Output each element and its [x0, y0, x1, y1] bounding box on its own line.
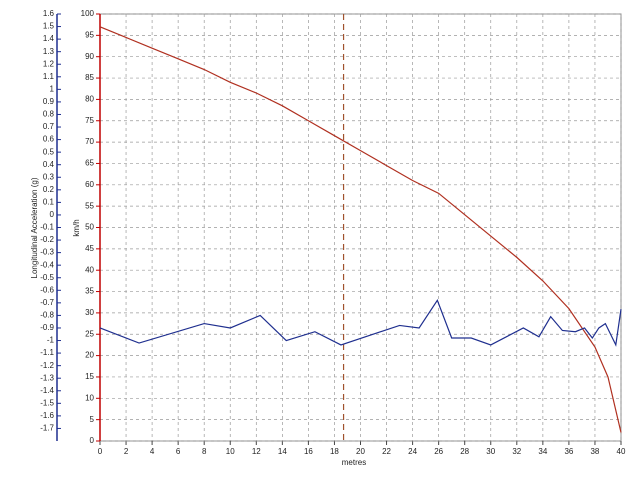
y2-tick-label: -0.8	[40, 311, 54, 320]
y2-tick-label: -1.1	[40, 348, 54, 357]
y2-tick-label: 0.8	[43, 110, 55, 119]
y2-tick-label: 1	[50, 84, 55, 93]
y2-tick-label: -0.5	[40, 273, 54, 282]
x-tick-label: 14	[278, 447, 287, 456]
y-tick-label: 60	[85, 180, 94, 189]
x-tick-label: 40	[617, 447, 626, 456]
y2-tick-label: 0.5	[43, 147, 55, 156]
y2-tick-label: 1.1	[43, 72, 55, 81]
y-tick-label: 65	[85, 159, 94, 168]
x-tick-label: 28	[460, 447, 469, 456]
y-tick-label: 90	[85, 52, 94, 61]
x-tick-label: 22	[382, 447, 391, 456]
x-axis-label: metres	[342, 458, 366, 467]
y2-tick-label: 1.6	[43, 9, 55, 18]
y2-tick-label: 0.4	[43, 160, 55, 169]
y-tick-label: 80	[85, 95, 94, 104]
y2-tick-label: -0.9	[40, 323, 54, 332]
y2-tick-label: -1.7	[40, 424, 54, 433]
y2-tick-label: 1.2	[43, 59, 55, 68]
x-tick-label: 26	[434, 447, 443, 456]
x-tick-label: 30	[486, 447, 495, 456]
y2-tick-label: -0.4	[40, 260, 54, 269]
y2-tick-label: 1.3	[43, 47, 55, 56]
y-tick-label: 50	[85, 223, 94, 232]
x-tick-label: 12	[252, 447, 261, 456]
y2-tick-label: -1.6	[40, 411, 54, 420]
y-tick-label: 0	[90, 436, 95, 445]
y-tick-label: 55	[85, 201, 94, 210]
y2-tick-label: -0.6	[40, 285, 54, 294]
y-tick-label: 30	[85, 308, 94, 317]
y2-tick-label: -1	[47, 336, 55, 345]
y2-tick-label: 1.5	[43, 22, 55, 31]
x-tick-label: 6	[176, 447, 181, 456]
y2-tick-label: -1.5	[40, 398, 54, 407]
y-tick-label: 45	[85, 244, 94, 253]
y-tick-label: 5	[90, 415, 95, 424]
y2-tick-label: 0	[50, 210, 55, 219]
y2-tick-label: -1.4	[40, 386, 54, 395]
y2-tick-label: -0.3	[40, 248, 54, 257]
x-tick-label: 34	[538, 447, 547, 456]
x-tick-label: 36	[564, 447, 573, 456]
x-tick-label: 10	[226, 447, 235, 456]
y2-tick-label: -0.2	[40, 235, 54, 244]
y2-tick-label: -1.3	[40, 373, 54, 382]
y-tick-label: 10	[85, 393, 94, 402]
y2-tick-label: 0.7	[43, 122, 55, 131]
y-tick-label: 75	[85, 116, 94, 125]
y-tick-label: 35	[85, 287, 94, 296]
x-tick-label: 38	[590, 447, 599, 456]
x-tick-label: 18	[330, 447, 339, 456]
y2-tick-label: 0.3	[43, 172, 55, 181]
y2-tick-label: 0.1	[43, 197, 55, 206]
x-tick-label: 16	[304, 447, 313, 456]
x-tick-label: 4	[150, 447, 155, 456]
y-tick-label: 25	[85, 329, 94, 338]
y-tick-label: 70	[85, 137, 94, 146]
x-tick-label: 32	[512, 447, 521, 456]
series-line	[99, 299, 622, 347]
y2-tick-label: 0.6	[43, 135, 55, 144]
x-tick-label: 24	[408, 447, 417, 456]
y2-tick-label: 0.9	[43, 97, 55, 106]
y2-tick-label: 0.2	[43, 185, 55, 194]
y2-tick-label: -1.2	[40, 361, 54, 370]
x-tick-label: 20	[356, 447, 365, 456]
y2-tick-label: 1.4	[43, 34, 55, 43]
y-tick-label: 85	[85, 73, 94, 82]
y2-tick-label: -0.1	[40, 223, 54, 232]
x-tick-label: 0	[98, 447, 103, 456]
y-tick-label: 100	[81, 9, 95, 18]
y-axis-label: km/h	[72, 219, 81, 236]
x-tick-label: 8	[202, 447, 207, 456]
x-tick-label: 2	[124, 447, 129, 456]
y-tick-label: 15	[85, 372, 94, 381]
y-tick-label: 20	[85, 351, 94, 360]
y-tick-label: 40	[85, 265, 94, 274]
y2-tick-label: -0.7	[40, 298, 54, 307]
series-line	[99, 26, 622, 433]
y-tick-label: 95	[85, 30, 94, 39]
y2-axis-label: Longitudinal Acceleration (g)	[30, 177, 39, 278]
